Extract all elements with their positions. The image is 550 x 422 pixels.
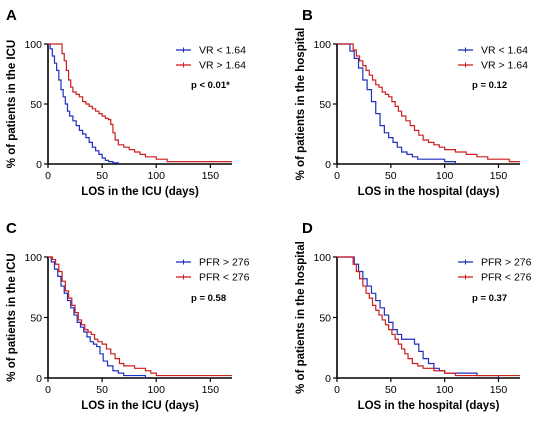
legend-label-2: PFR < 276 (481, 272, 532, 284)
legend-label-1: PFR > 276 (199, 257, 250, 269)
x-tick-label: 0 (334, 384, 340, 396)
y-tick-label: 100 (313, 39, 331, 51)
legend-label-2: VR > 1.64 (199, 60, 246, 72)
legend-label-2: VR > 1.64 (481, 60, 528, 72)
panel-letter: D (302, 220, 313, 237)
x-tick-label: 100 (147, 384, 165, 396)
series-line-2 (48, 256, 232, 377)
y-tick-label: 100 (24, 252, 42, 264)
x-axis-title: LOS in the hospital (days) (358, 186, 500, 198)
x-tick-label: 0 (45, 384, 51, 396)
p-value-annotation: p < 0.01* (191, 80, 230, 91)
series-line-2 (48, 43, 232, 163)
x-tick-label: 150 (202, 384, 220, 396)
x-tick-label: 50 (385, 384, 397, 396)
y-tick-label: 0 (36, 159, 42, 171)
y-tick-label: 100 (313, 252, 331, 264)
panel-letter: B (302, 7, 313, 24)
legend-label-1: PFR > 276 (481, 257, 532, 269)
y-axis-title: % of patients in the hospital (295, 28, 307, 181)
legend-label-1: VR < 1.64 (199, 45, 246, 57)
x-tick-label: 150 (490, 170, 508, 182)
y-tick-label: 50 (319, 313, 331, 325)
y-tick-label: 0 (36, 373, 42, 385)
chart-panel-b: B 0 50 100 150 0 50 100 LOS in the hospital (day… (295, 7, 528, 198)
panel-letter: A (6, 7, 17, 24)
p-value-annotation: p = 0.12 (472, 80, 507, 91)
y-tick-label: 50 (319, 99, 331, 111)
x-tick-label: 100 (436, 170, 454, 182)
x-tick-label: 0 (45, 170, 51, 182)
p-value-annotation: p = 0.37 (472, 293, 507, 304)
x-axis-title: LOS in the ICU (days) (81, 186, 199, 198)
x-axis-title: LOS in the ICU (days) (81, 400, 199, 412)
series-line-2 (337, 256, 520, 377)
y-axis-title: % of patients in the ICU (6, 40, 18, 168)
y-axis-title: % of patients in the hospital (295, 241, 307, 394)
x-tick-label: 50 (96, 170, 108, 182)
chart-panel-d: D 0 50 100 150 0 50 100 LOS in the hospital (day… (295, 220, 532, 412)
series-line-1 (48, 256, 147, 378)
x-tick-label: 50 (385, 170, 397, 182)
panel-letter: C (6, 220, 17, 237)
y-axis-title: % of patients in the ICU (6, 253, 18, 381)
series-line-1 (48, 43, 119, 164)
y-tick-label: 0 (325, 159, 331, 171)
legend-label-2: PFR < 276 (199, 272, 250, 284)
y-tick-label: 50 (30, 99, 42, 111)
x-tick-label: 100 (147, 170, 165, 182)
series-line-1 (337, 43, 457, 164)
x-tick-label: 0 (334, 170, 340, 182)
y-tick-label: 50 (30, 313, 42, 325)
y-tick-label: 100 (24, 39, 42, 51)
chart-panel-a: A 0 50 100 150 0 50 100 LOS in the ICU (days) % o… (6, 7, 246, 198)
x-tick-label: 100 (436, 384, 454, 396)
legend-label-1: VR < 1.64 (481, 45, 528, 57)
x-tick-label: 150 (202, 170, 220, 182)
x-axis-title: LOS in the hospital (days) (358, 400, 500, 412)
series-line-2 (337, 43, 520, 163)
y-tick-label: 0 (325, 373, 331, 385)
series-line-1 (337, 256, 500, 378)
x-tick-label: 50 (96, 384, 108, 396)
x-tick-label: 150 (490, 384, 508, 396)
chart-panel-c: C 0 50 100 150 0 50 100 LOS in the ICU (days) % o… (6, 220, 250, 412)
p-value-annotation: p = 0.58 (191, 293, 226, 304)
